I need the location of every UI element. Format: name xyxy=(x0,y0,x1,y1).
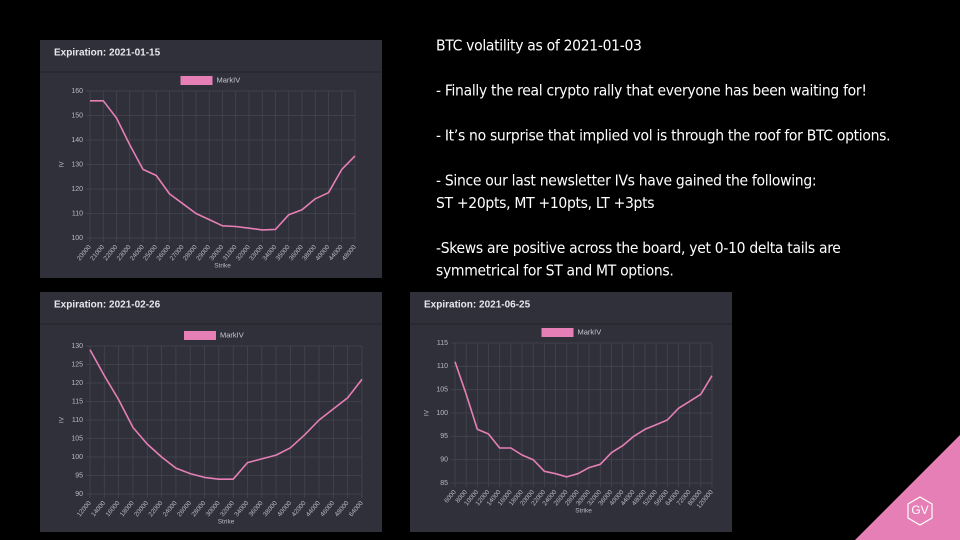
note-line: - Finally the real crypto rally that eve… xyxy=(436,82,867,100)
series-line xyxy=(89,349,363,481)
y-tick-label: 120 xyxy=(71,380,83,387)
y-tick-label: 95 xyxy=(75,472,83,479)
y-axis-label: IV xyxy=(424,409,431,416)
legend-swatch xyxy=(184,331,216,340)
note-line: - It’s no surprise that implied vol is t… xyxy=(436,127,890,145)
legend-swatch xyxy=(180,76,213,85)
logo-text: GV xyxy=(911,503,928,517)
legend-label: MarkIV xyxy=(578,327,602,336)
x-axis-label: Strike xyxy=(218,519,235,526)
y-tick-label: 125 xyxy=(71,361,83,368)
series-line xyxy=(454,361,713,478)
y-tick-label: 130 xyxy=(71,161,83,168)
chart-title: Expiration: 2021-01-15 xyxy=(54,48,161,59)
y-tick-label: 130 xyxy=(71,343,83,350)
x-axis-label: Strike xyxy=(575,508,592,515)
y-tick-label: 120 xyxy=(71,186,83,193)
legend-label: MarkIV xyxy=(220,330,244,339)
y-tick-label: 100 xyxy=(71,454,83,461)
y-tick-label: 100 xyxy=(436,410,448,417)
note-line: - Since our last newsletter IVs have gai… xyxy=(436,172,816,190)
y-tick-label: 95 xyxy=(440,433,448,440)
y-tick-label: 115 xyxy=(437,340,448,347)
y-tick-label: 90 xyxy=(440,457,448,464)
y-tick-label: 90 xyxy=(75,491,83,498)
note-line: symmetrical for ST and MT options. xyxy=(436,262,673,280)
y-tick-label: 100 xyxy=(71,235,83,242)
legend-label: MarkIV xyxy=(217,75,241,84)
notes: BTC volatility as of 2021-01-03 - Finally… xyxy=(436,37,891,280)
chart-title: Expiration: 2021-02-26 xyxy=(54,300,161,311)
x-axis-label: Strike xyxy=(214,263,231,270)
y-tick-label: 110 xyxy=(437,363,448,370)
y-axis-label: IV xyxy=(59,416,66,423)
y-tick-label: 110 xyxy=(72,210,83,217)
y-tick-label: 105 xyxy=(436,387,448,394)
y-tick-label: 105 xyxy=(71,435,83,442)
y-tick-label: 150 xyxy=(71,112,83,119)
chart: Expiration: 2021-01-15 100 110 120 130 140 150… xyxy=(40,40,382,278)
chart: Expiration: 2021-02-26 90 95 100 105 110 115 12… xyxy=(40,292,382,532)
logo-triangle xyxy=(855,435,960,540)
chart: Expiration: 2021-06-25 85 90 95 100 105 110 115… xyxy=(410,292,732,532)
legend-swatch xyxy=(541,328,574,337)
y-tick-label: 140 xyxy=(71,137,83,144)
series-line xyxy=(90,100,356,231)
note-line: ST +20pts, MT +10pts, LT +3pts xyxy=(436,194,654,212)
chart-title: Expiration: 2021-06-25 xyxy=(424,300,531,311)
y-tick-label: 160 xyxy=(71,88,83,95)
note-line: -Skews are positive across the board, ye… xyxy=(436,239,841,257)
chart-panel xyxy=(40,40,382,278)
y-tick-label: 85 xyxy=(440,480,448,487)
y-tick-label: 115 xyxy=(72,398,83,405)
y-tick-label: 110 xyxy=(72,417,83,424)
y-axis-label: IV xyxy=(59,161,66,168)
note-line: BTC volatility as of 2021-01-03 xyxy=(436,37,642,55)
logo-hex xyxy=(907,496,933,526)
